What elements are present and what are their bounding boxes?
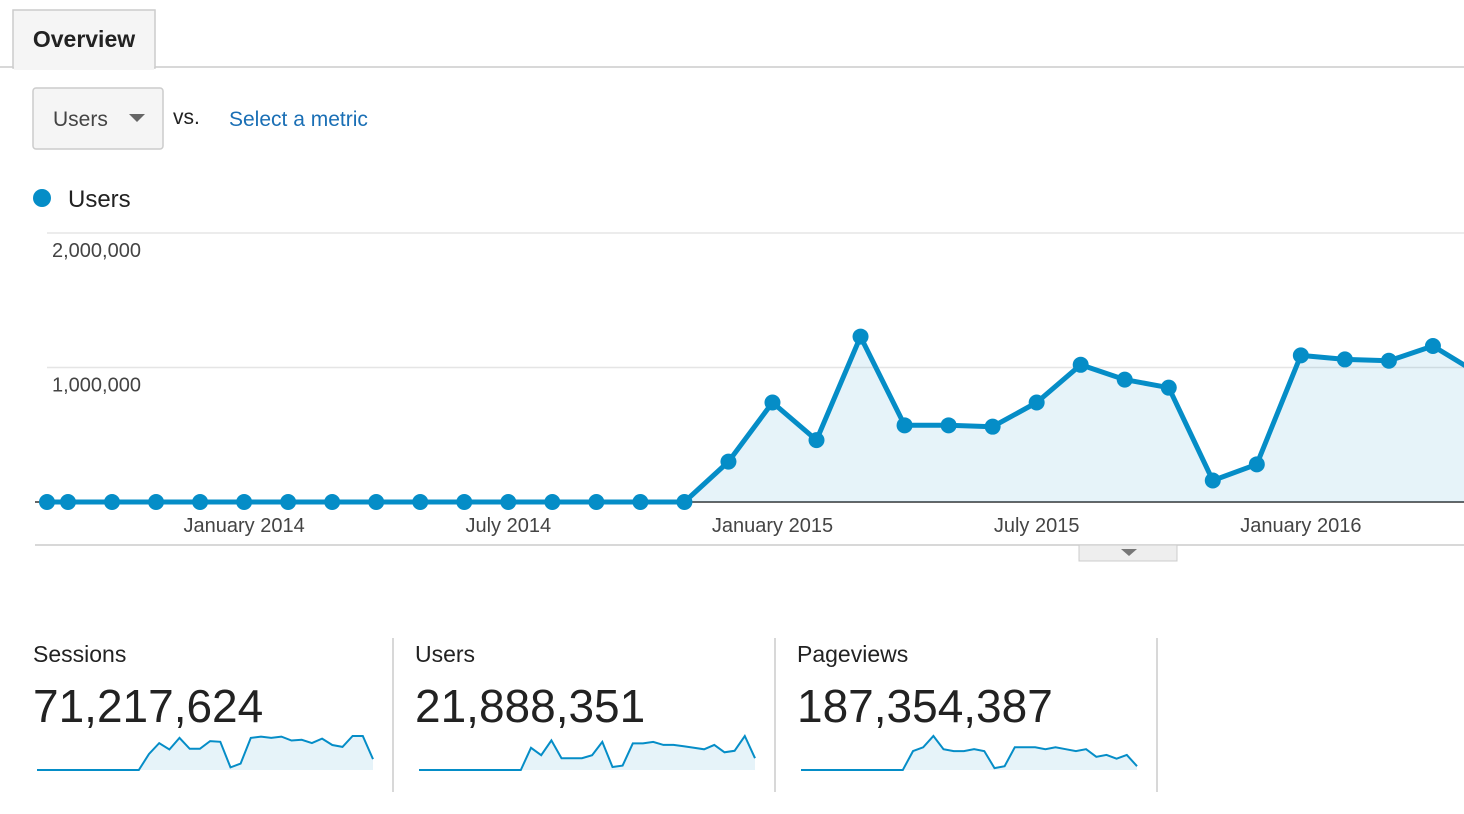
data-point (588, 494, 605, 510)
data-point (324, 494, 341, 510)
data-point (1160, 379, 1177, 396)
data-point (148, 494, 165, 510)
data-point (940, 417, 957, 434)
x-tick-label: January 2016 (1240, 515, 1361, 537)
data-point (500, 494, 517, 510)
data-point (632, 494, 649, 510)
scorecard-value: 21,888,351 (415, 680, 645, 732)
scorecards: Sessions 71,217,624 Users 21,888,351 Pagevie… (33, 638, 1158, 792)
data-point (39, 494, 55, 510)
sparkline (419, 733, 756, 771)
sparkline-fill (801, 736, 1137, 770)
data-point (456, 494, 473, 510)
sparkline (37, 735, 374, 771)
sparkline (801, 734, 1138, 771)
x-tick-label: January 2014 (184, 515, 305, 537)
data-point (852, 328, 869, 345)
data-point (984, 418, 1001, 435)
plot (35, 328, 1464, 510)
y-tick-label: 1,000,000 (52, 375, 141, 397)
data-point (60, 494, 76, 510)
scorecard-value: 71,217,624 (33, 680, 263, 732)
metric-dropdown[interactable] (32, 87, 164, 150)
data-point (1424, 337, 1441, 354)
tab-join (14, 60, 154, 70)
data-point (368, 494, 385, 510)
data-point (104, 494, 121, 510)
data-point (676, 494, 693, 510)
data-point (280, 494, 297, 510)
area-fill (47, 336, 1464, 502)
scorecard-label: Pageviews (797, 641, 908, 667)
legend-marker (33, 189, 51, 207)
data-point (808, 432, 825, 449)
expand-arrow[interactable] (1121, 549, 1137, 556)
data-point (1248, 456, 1265, 473)
data-point (1204, 472, 1221, 489)
data-point (1336, 351, 1353, 368)
vs-label: vs. (173, 106, 200, 129)
sparkline-fill (419, 736, 755, 770)
x-tick-label: July 2015 (994, 515, 1080, 537)
x-tick-label: July 2014 (465, 515, 551, 537)
scorecard-label: Users (415, 641, 475, 667)
scorecard-value: 187,354,387 (797, 680, 1053, 732)
data-point (1028, 394, 1045, 411)
data-point (720, 453, 737, 470)
data-point (1072, 356, 1089, 373)
metric-dropdown-label[interactable]: Users (53, 108, 108, 131)
legend-label: Users (68, 186, 131, 213)
series-line (47, 334, 1464, 505)
select-metric-link[interactable]: Select a metric (229, 108, 368, 131)
data-point (1116, 371, 1133, 388)
data-point (412, 494, 429, 510)
tab-label[interactable]: Overview (33, 26, 135, 52)
y-tick-label: 2,000,000 (52, 240, 141, 262)
data-point (896, 417, 913, 434)
x-tick-label: January 2015 (712, 515, 833, 537)
data-point (544, 494, 561, 510)
scorecard-label: Sessions (33, 641, 126, 667)
data-point (1292, 347, 1309, 364)
data-point (764, 394, 781, 411)
dropdown-arrow[interactable] (129, 114, 145, 122)
data-point (1380, 352, 1397, 369)
data-point (236, 494, 253, 510)
sparkline-fill (37, 736, 373, 770)
data-point (192, 494, 209, 510)
